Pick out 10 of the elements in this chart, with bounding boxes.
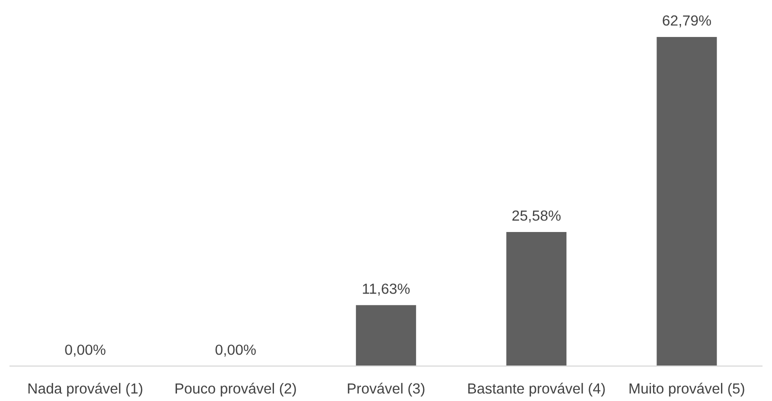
data-label: 62,79%: [662, 15, 711, 28]
x-tick-label: Muito provável (5): [630, 382, 744, 397]
data-label: 11,63%: [362, 284, 410, 296]
x-tick-label: Provável (3): [348, 382, 424, 397]
x-tick-label: Bastante provável (4): [468, 382, 605, 397]
data-label: 0,00%: [65, 344, 106, 357]
x-tick-label: Nada provável (1): [28, 382, 142, 397]
data-label: 25,58%: [512, 210, 561, 222]
data-label: 0,00%: [216, 344, 256, 357]
x-tick-label: Pouco provável (2): [176, 382, 296, 397]
